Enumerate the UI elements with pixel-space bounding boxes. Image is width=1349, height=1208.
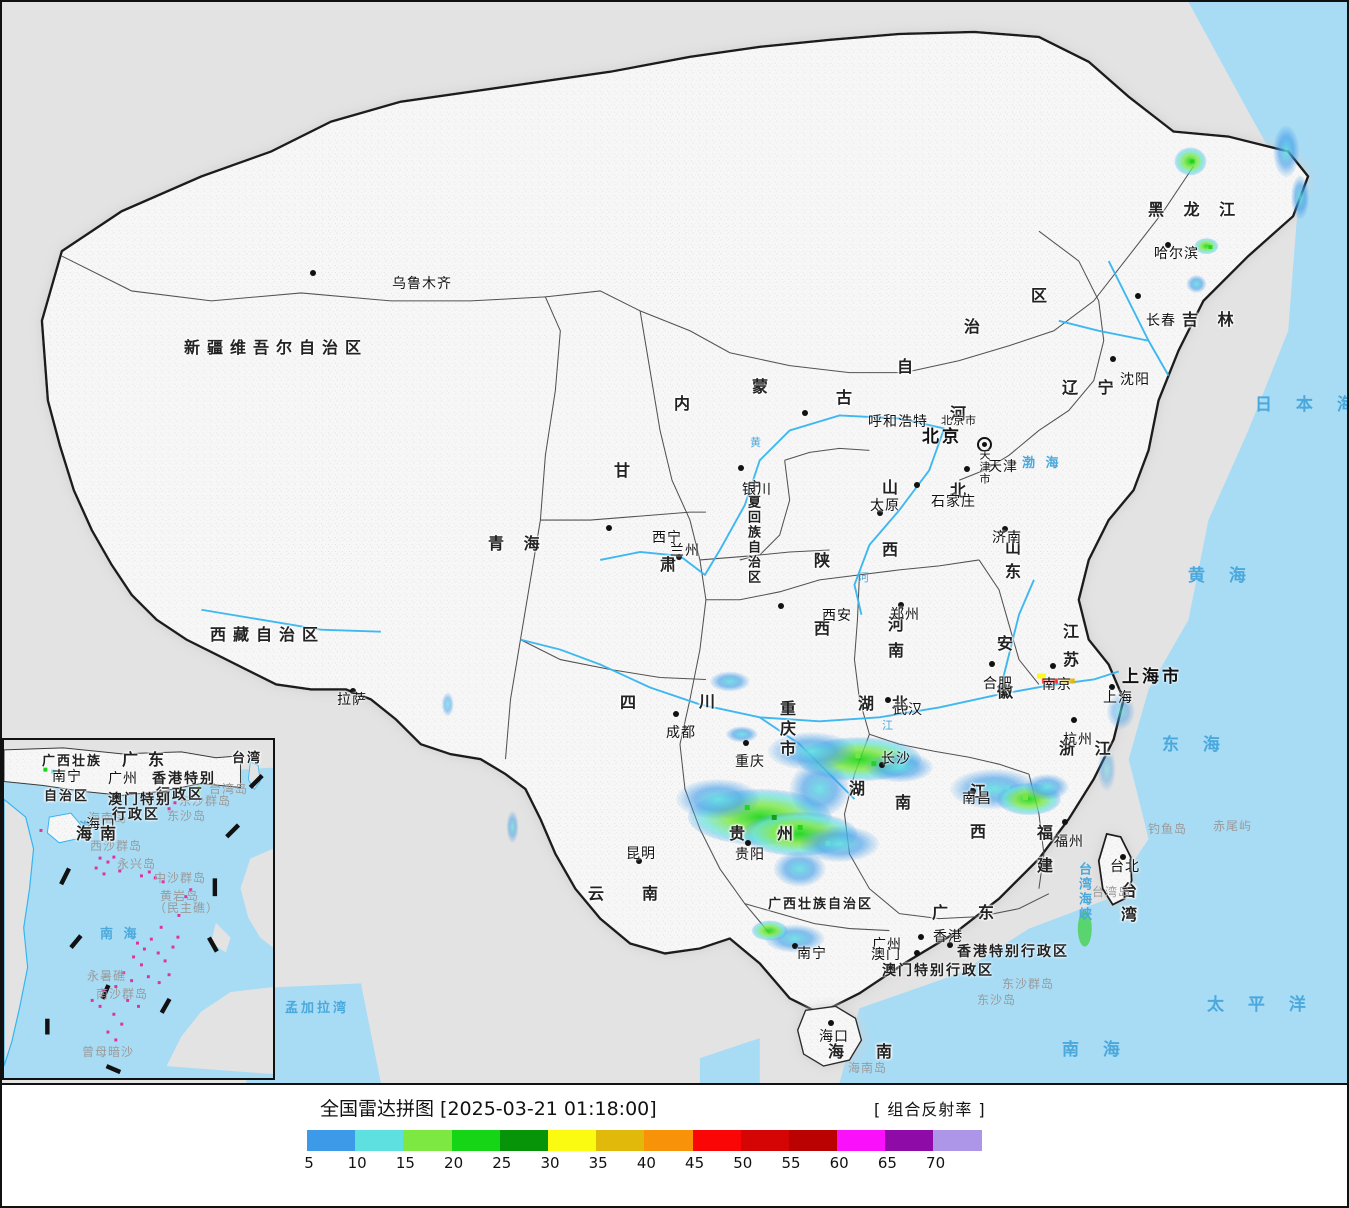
colorbar-swatch-70 [933,1130,982,1151]
city-dot-marker [1062,819,1068,825]
city-dot-marker [898,602,904,608]
city-dot-marker [738,465,744,471]
dbz-colorbar [307,1130,982,1151]
city-dot-marker [970,788,976,794]
tick-45: 45 [685,1154,705,1172]
city-dot-marker [1071,717,1077,723]
tick-30: 30 [540,1154,560,1172]
legend-product-label: [ 组合反射率 ] [874,1100,986,1119]
city-dot-marker [673,711,679,717]
city-dot-marker [310,270,316,276]
tick-50: 50 [733,1154,753,1172]
city-dot-marker [989,661,995,667]
tick-60: 60 [829,1154,849,1172]
colorbar-swatch-30 [547,1130,597,1151]
colorbar-swatch-50 [740,1130,789,1151]
city-dot-marker [792,943,798,949]
tick-35: 35 [588,1154,608,1172]
city-dot-marker [676,554,682,560]
city-dot-marker [1110,356,1116,362]
city-dot-marker [1165,242,1171,248]
city-dot-marker [1120,854,1126,860]
city-dot-marker [350,688,356,694]
city-dot-marker [743,740,749,746]
tick-20: 20 [444,1154,464,1172]
tick-15: 15 [395,1154,415,1172]
city-dot-marker [745,840,751,846]
tick-40: 40 [636,1154,656,1172]
city-dot-marker [885,697,891,703]
city-dot-marker [1002,526,1008,532]
city-dot-marker [1135,293,1141,299]
city-dot-marker [778,603,784,609]
city-dot-marker [1050,663,1056,669]
tick-25: 25 [492,1154,512,1172]
tick-55: 55 [781,1154,801,1172]
colorbar-swatch-65 [885,1130,934,1151]
city-dot-marker [828,1020,834,1026]
colorbar-swatch-25 [499,1130,548,1151]
city-dot-marker [636,858,642,864]
city-dot-marker [877,510,883,516]
map-panel[interactable]: 新疆维吾尔自治区 西藏自治区内蒙古自治区黑 龙 江吉 林辽 宁河北山西山东甘肃宁夏… [0,0,1349,1085]
city-dot-marker [606,525,612,531]
inset-map-graphic [4,740,273,1078]
tick-70: 70 [926,1154,946,1172]
tick-10: 10 [347,1154,367,1172]
capital-star-marker [977,437,992,452]
city-dot-marker [914,950,920,956]
colorbar-swatch-55 [788,1130,838,1151]
city-dot-marker [879,762,885,768]
south-china-sea-inset[interactable]: 南 海海西沙群岛 永兴岛 中沙群岛 黄岩岛 （民主礁） 南沙群岛 永暑礁 曾母暗沙 东沙群岛 东沙… [2,738,275,1080]
colorbar-swatch-20 [451,1130,500,1151]
colorbar-swatch-40 [644,1130,693,1151]
colorbar-swatch-60 [837,1130,886,1151]
colorbar-swatch-5 [307,1130,356,1151]
legend-title: 全国雷达拼图 [2025-03-21 01:18:00] [320,1098,657,1120]
colorbar-swatch-15 [403,1130,452,1151]
city-dot-marker [964,466,970,472]
city-dot-marker [914,482,920,488]
city-dot-marker [918,934,924,940]
colorbar-swatch-35 [596,1130,645,1151]
tick-65: 65 [877,1154,897,1172]
city-dot-marker [1109,684,1115,690]
colorbar-swatch-10 [355,1130,404,1151]
colorbar-swatch-45 [692,1130,741,1151]
tick-5: 5 [304,1154,314,1172]
city-dot-marker [802,410,808,416]
city-dot-marker [947,942,953,948]
